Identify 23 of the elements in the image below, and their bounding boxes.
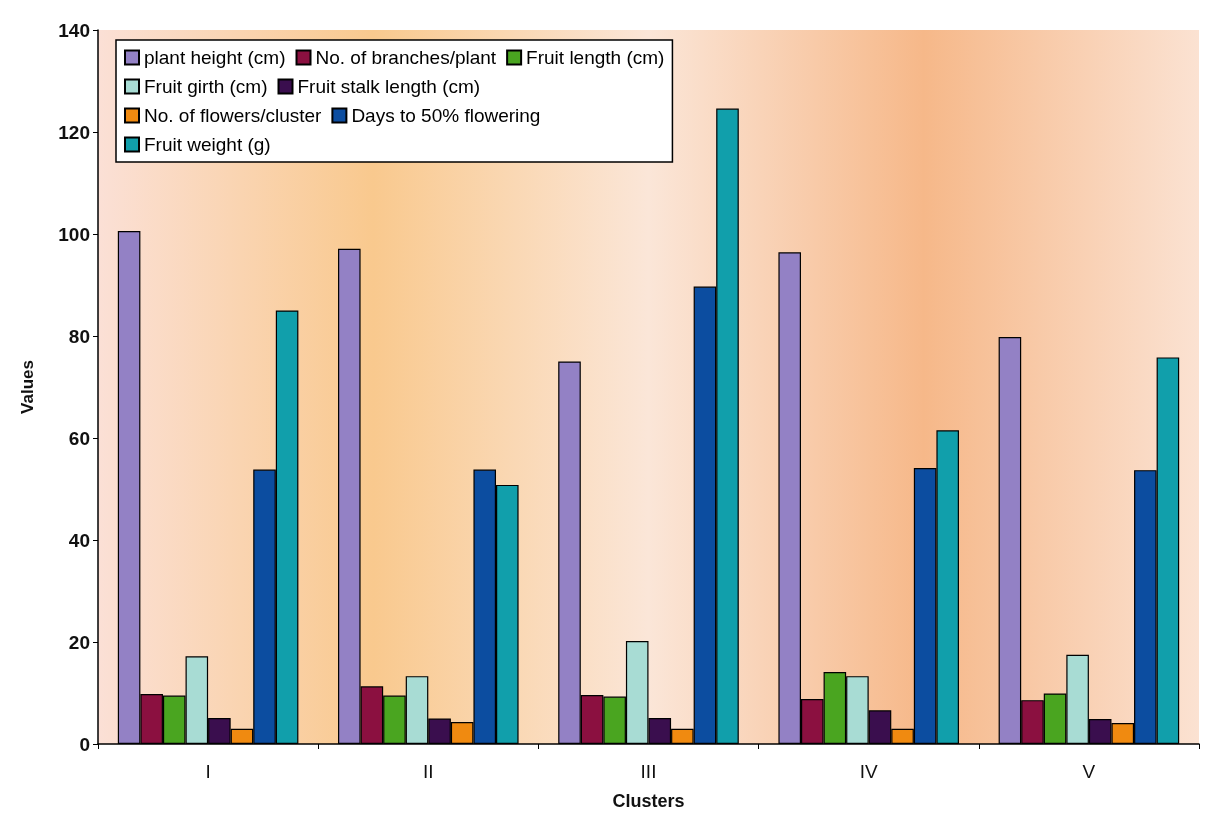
x-tick-label: IV bbox=[859, 761, 878, 782]
y-tick-label: 100 bbox=[58, 223, 90, 245]
y-tick-label: 120 bbox=[58, 121, 90, 143]
x-tick-label: II bbox=[423, 761, 434, 782]
x-tick-label: I bbox=[205, 761, 211, 782]
y-axis-title: Values bbox=[18, 360, 37, 414]
y-tick-label: 80 bbox=[68, 325, 90, 347]
y-tick-label: 20 bbox=[68, 631, 90, 653]
legend-label: Fruit girth (cm) bbox=[144, 76, 268, 97]
y-tick-label: 60 bbox=[68, 427, 90, 449]
y-tick-label: 40 bbox=[68, 529, 90, 551]
legend-label: Fruit stalk length (cm) bbox=[297, 76, 481, 97]
x-tick-label: V bbox=[1082, 761, 1096, 782]
x-axis-title: Clusters bbox=[612, 791, 685, 811]
legend-label: plant height (cm) bbox=[144, 47, 286, 68]
legend-label: Fruit length (cm) bbox=[526, 47, 665, 68]
y-tick-label: 0 bbox=[79, 733, 90, 755]
legend-label: Days to 50% flowering bbox=[351, 105, 541, 126]
y-tick-label: 140 bbox=[58, 19, 90, 41]
legend-label: Fruit weight (g) bbox=[144, 134, 271, 155]
legend-label: No. of flowers/cluster bbox=[144, 105, 323, 126]
x-tick-label: III bbox=[640, 761, 657, 782]
legend-label: No. of branches/plant bbox=[315, 47, 497, 68]
